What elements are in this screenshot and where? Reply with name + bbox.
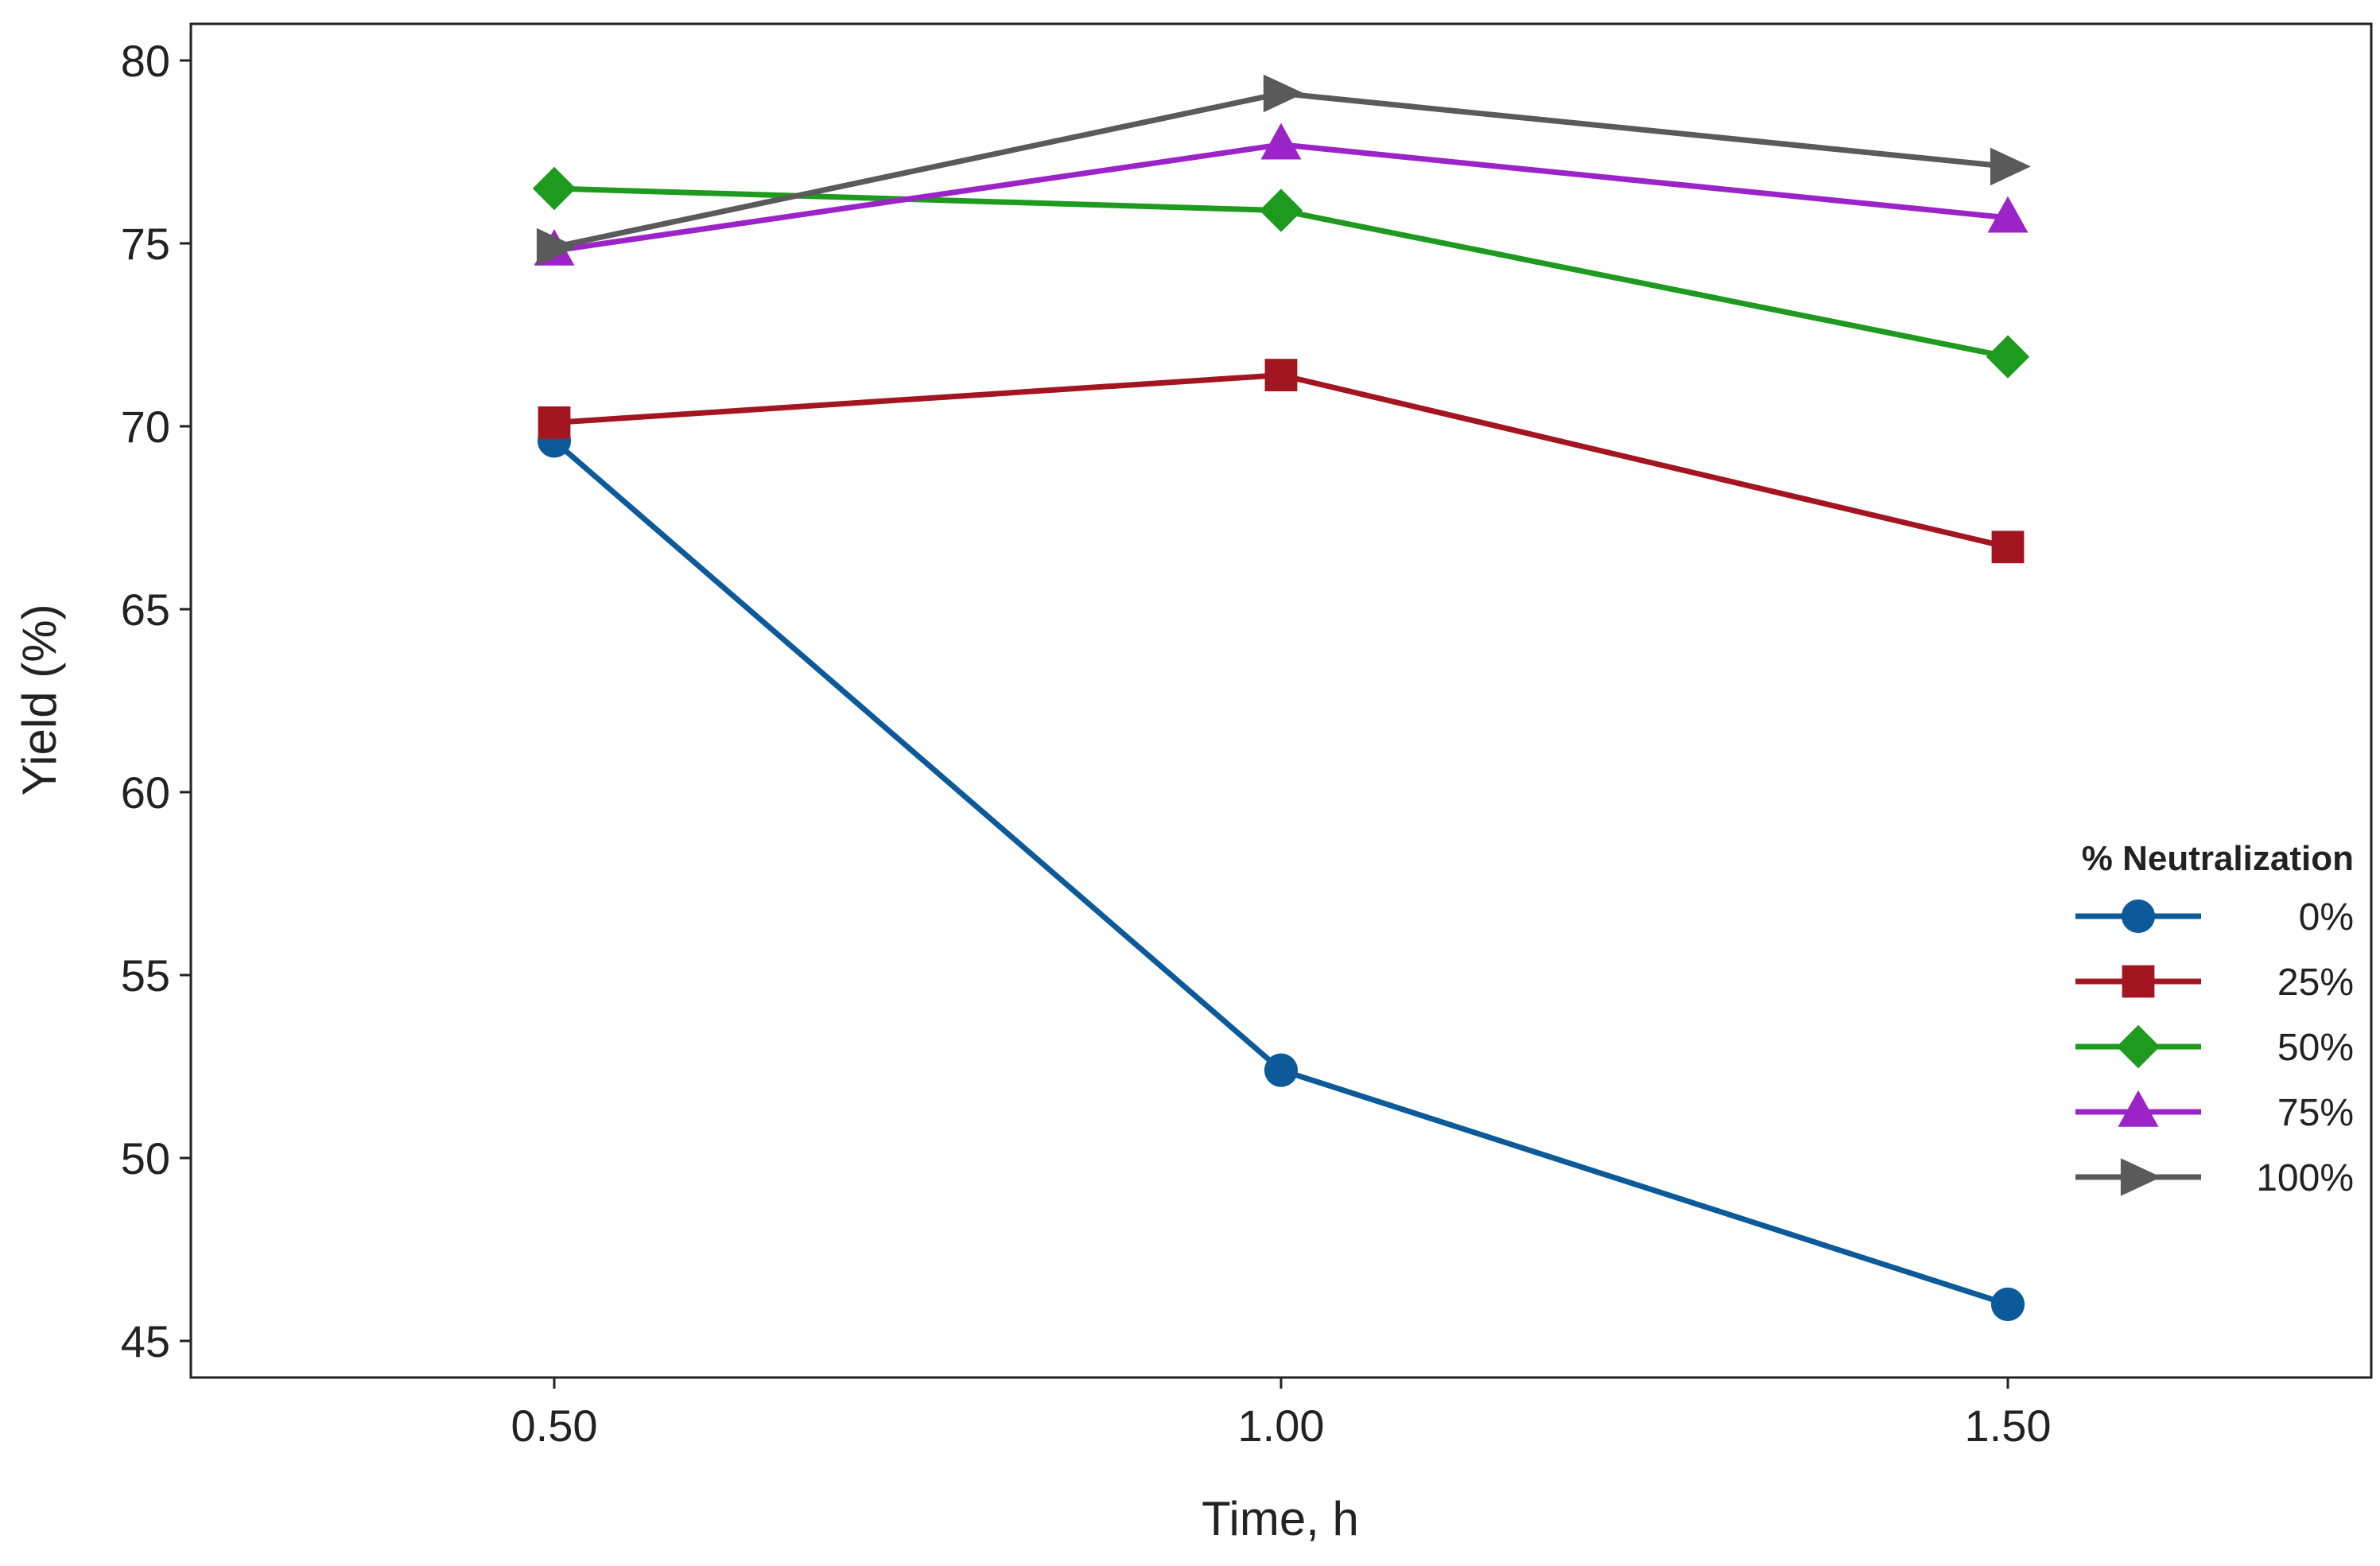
- legend-label: 0%: [2299, 896, 2354, 938]
- legend-swatch-marker: [2120, 1158, 2161, 1196]
- legend-item: 25%: [2075, 962, 2354, 1004]
- legend-item: 50%: [2075, 1024, 2354, 1069]
- data-point: [1263, 74, 1304, 113]
- legend-swatch-marker: [2116, 1024, 2161, 1069]
- y-tick-label: 80: [121, 36, 170, 86]
- legend-swatch-marker: [2121, 899, 2156, 934]
- data-point: [1264, 359, 1298, 391]
- y-axis-label: Yield (%): [13, 604, 66, 795]
- y-tick-label: 60: [121, 767, 170, 818]
- legend: % Neutralization 0% 25% 50% 75% 100%: [2075, 839, 2354, 1199]
- y-tick-label: 55: [121, 950, 170, 1001]
- y-axis: 45 50 55 60 65 70 75 80: [121, 36, 191, 1366]
- data-point: [538, 406, 571, 439]
- series-100-pct: [536, 74, 2031, 266]
- y-tick-label: 45: [121, 1316, 170, 1366]
- data-point: [1991, 530, 2025, 564]
- series-layer: [532, 74, 2031, 1322]
- data-point: [532, 166, 577, 211]
- x-axis: 0.50 1.00 1.50: [511, 1378, 2052, 1451]
- legend-label: 50%: [2277, 1027, 2354, 1069]
- x-axis-label: Time, h: [1202, 1492, 1359, 1545]
- legend-label: 100%: [2256, 1157, 2354, 1199]
- legend-item: 0%: [2075, 896, 2354, 938]
- y-tick-label: 75: [121, 219, 170, 269]
- data-point: [536, 227, 577, 266]
- data-point: [1264, 1053, 1299, 1087]
- data-point: [1986, 335, 2030, 379]
- x-tick-label: 1.50: [1965, 1401, 2052, 1451]
- legend-items: 0% 25% 50% 75% 100%: [2075, 896, 2354, 1199]
- data-point: [1990, 147, 2031, 186]
- legend-label: 25%: [2277, 962, 2354, 1004]
- y-tick-label: 50: [121, 1133, 170, 1183]
- data-point: [1259, 188, 1303, 232]
- series-75-pct: [534, 122, 2029, 266]
- legend-item: 75%: [2075, 1090, 2354, 1134]
- data-point: [1260, 122, 1302, 160]
- legend-item: 100%: [2075, 1157, 2354, 1199]
- y-tick-label: 65: [121, 585, 170, 635]
- x-tick-label: 0.50: [511, 1401, 598, 1451]
- y-tick-label: 70: [121, 402, 170, 452]
- legend-title: % Neutralization: [2082, 839, 2354, 878]
- legend-swatch-marker: [2122, 965, 2155, 998]
- x-tick-label: 1.00: [1238, 1401, 1325, 1451]
- legend-label: 75%: [2277, 1092, 2354, 1134]
- legend-swatch-marker: [2118, 1090, 2159, 1127]
- series-25-pct: [538, 359, 2025, 564]
- data-point: [1987, 196, 2029, 233]
- data-point: [1990, 1287, 2025, 1322]
